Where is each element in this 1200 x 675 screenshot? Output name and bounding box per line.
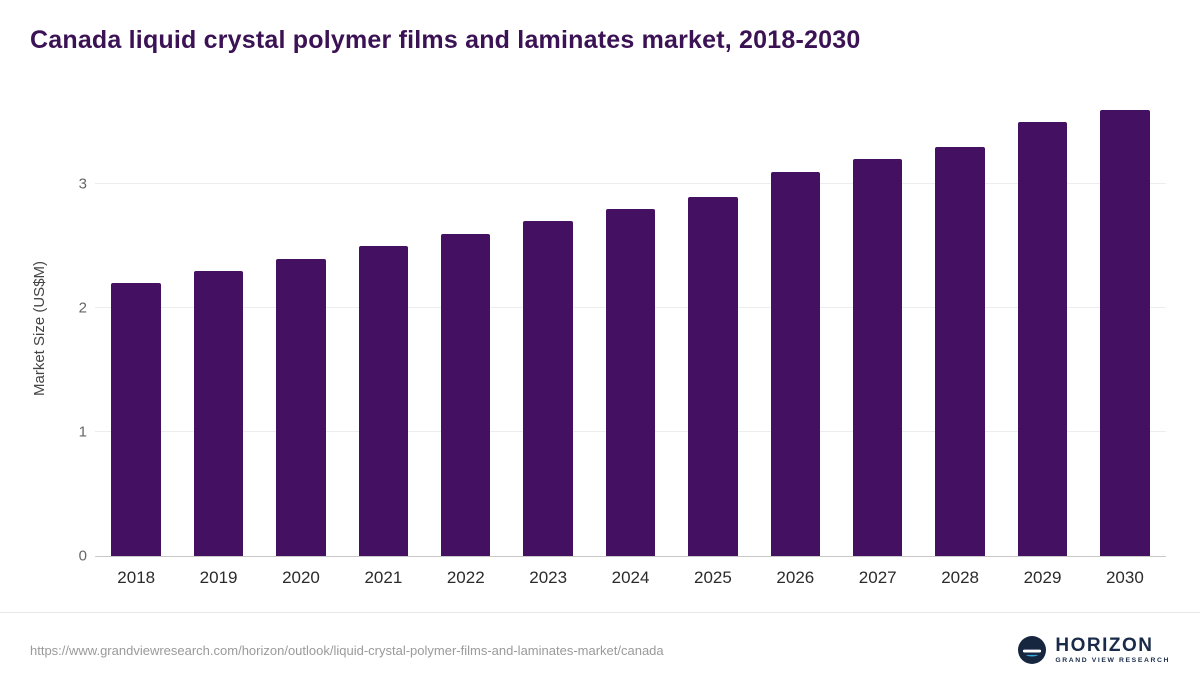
bar-2026 bbox=[770, 171, 821, 556]
y-tick-label: 0 bbox=[78, 547, 87, 565]
x-tick-label: 2020 bbox=[282, 568, 320, 587]
bar-slot bbox=[1084, 100, 1166, 556]
x-tick-label: 2030 bbox=[1105, 568, 1144, 587]
bar-slot bbox=[837, 100, 919, 556]
bar-slot bbox=[177, 100, 259, 556]
horizon-logo-icon bbox=[1018, 636, 1047, 665]
bar-slot bbox=[919, 100, 1001, 556]
bar-2028 bbox=[935, 147, 985, 556]
x-axis-labels: 2018 2019 2020 2021 2022 2023 2024 2025 2026 2027… bbox=[95, 568, 1166, 588]
bar-2027 bbox=[853, 159, 903, 556]
y-tick-label: 1 bbox=[78, 423, 87, 441]
bar-chart: Market Size (US$M) 0 1 2 3 2018 2019 2020 2021… bbox=[30, 100, 1166, 588]
footer: https://www.grandviewresearch.com/horizo… bbox=[0, 612, 1200, 675]
bar-2025 bbox=[688, 196, 738, 556]
plot-column: 0 1 2 3 2018 2019 2020 2021 2022 2023 2024 2025 202… bbox=[79, 100, 1166, 588]
x-tick-label: 2023 bbox=[529, 568, 568, 587]
bar-2029 bbox=[1017, 122, 1068, 556]
x-tick-label: 2028 bbox=[941, 568, 980, 587]
bar-slot bbox=[1001, 100, 1083, 556]
bars-container bbox=[95, 100, 1166, 556]
horizon-logo: HORIZON GRAND VIEW RESEARCH bbox=[1018, 636, 1170, 665]
y-axis-label: Market Size (US$M) bbox=[31, 260, 48, 397]
logo-text: HORIZON GRAND VIEW RESEARCH bbox=[1055, 636, 1170, 665]
bar-slot bbox=[95, 100, 177, 556]
bar-2022 bbox=[441, 233, 491, 556]
plot-area: 0 1 2 3 bbox=[79, 100, 1166, 564]
header: Canada liquid crystal polymer films and … bbox=[0, 0, 1200, 55]
x-tick-label: 2026 bbox=[776, 568, 815, 587]
bar-2020 bbox=[276, 258, 326, 556]
bar-slot bbox=[754, 100, 836, 556]
page-title: Canada liquid crystal polymer films and … bbox=[30, 26, 861, 54]
x-tick-label: 2025 bbox=[694, 568, 732, 587]
x-tick-label: 2019 bbox=[199, 568, 238, 587]
bar-2024 bbox=[605, 209, 656, 556]
bar-2023 bbox=[523, 221, 573, 556]
bar-2018 bbox=[111, 283, 161, 556]
bar-2021 bbox=[358, 246, 409, 556]
x-tick-label: 2027 bbox=[858, 568, 897, 587]
bar-slot bbox=[342, 100, 424, 556]
x-tick-label: 2022 bbox=[446, 568, 485, 587]
logo-name: HORIZON bbox=[1055, 635, 1154, 657]
gridline bbox=[95, 183, 1166, 185]
x-tick-label: 2024 bbox=[611, 568, 650, 587]
y-tick-label: 2 bbox=[78, 299, 87, 317]
bar-2030 bbox=[1100, 109, 1150, 556]
bar-slot bbox=[589, 100, 671, 556]
bar-slot bbox=[260, 100, 342, 556]
source-url: https://www.grandviewresearch.com/horizo… bbox=[30, 643, 664, 658]
logo-tagline: GRAND VIEW RESEARCH bbox=[1055, 657, 1170, 665]
bar-2019 bbox=[193, 271, 244, 556]
bar-slot bbox=[507, 100, 589, 556]
x-tick-label: 2029 bbox=[1023, 568, 1062, 587]
x-tick-label: 2021 bbox=[364, 568, 403, 587]
bar-slot bbox=[672, 100, 754, 556]
x-tick-label: 2018 bbox=[117, 568, 156, 587]
y-tick-label: 3 bbox=[78, 175, 87, 193]
bar-slot bbox=[425, 100, 507, 556]
